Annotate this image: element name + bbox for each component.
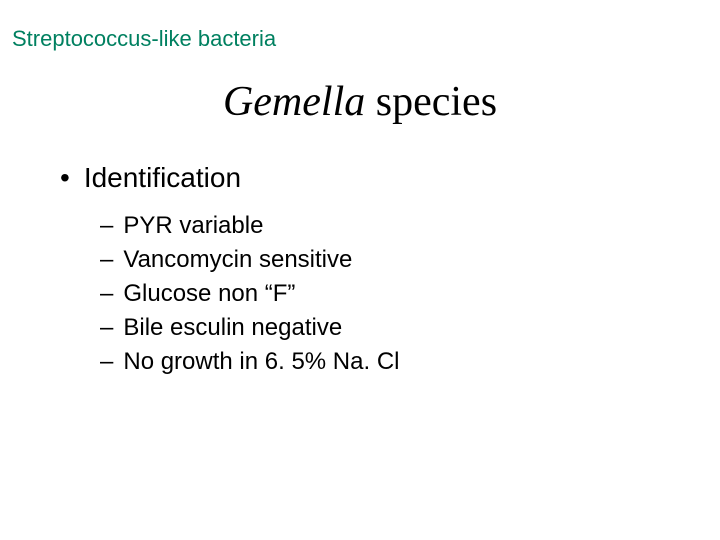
dash-icon: – xyxy=(100,314,113,342)
dash-icon: – xyxy=(100,348,113,376)
slide: Streptococcus-like bacteria Gemella spec… xyxy=(0,0,720,540)
slide-title: Gemella species xyxy=(0,78,720,126)
dash-icon: – xyxy=(100,212,113,240)
sub-text: Bile esculin negative xyxy=(123,314,342,342)
list-item: – Vancomycin sensitive xyxy=(100,246,399,274)
dash-icon: – xyxy=(100,246,113,274)
list-item: – Bile esculin negative xyxy=(100,314,399,342)
title-rest: species xyxy=(365,79,497,125)
sub-text: Vancomycin sensitive xyxy=(123,246,352,274)
title-genus: Gemella xyxy=(223,79,365,125)
bullet-item: • Identification xyxy=(60,162,399,194)
list-item: – PYR variable xyxy=(100,212,399,240)
bullet-label: Identification xyxy=(84,162,241,194)
dash-icon: – xyxy=(100,280,113,308)
list-item: – Glucose non “F” xyxy=(100,280,399,308)
sub-text: Glucose non “F” xyxy=(123,280,295,308)
list-item: – No growth in 6. 5% Na. Cl xyxy=(100,348,399,376)
sub-text: No growth in 6. 5% Na. Cl xyxy=(123,348,399,376)
sub-text: PYR variable xyxy=(123,212,263,240)
category-label: Streptococcus-like bacteria xyxy=(12,26,276,52)
bullet-marker: • xyxy=(60,164,70,192)
sub-list: – PYR variable – Vancomycin sensitive – … xyxy=(100,212,399,376)
content-block: • Identification – PYR variable – Vancom… xyxy=(60,162,399,382)
